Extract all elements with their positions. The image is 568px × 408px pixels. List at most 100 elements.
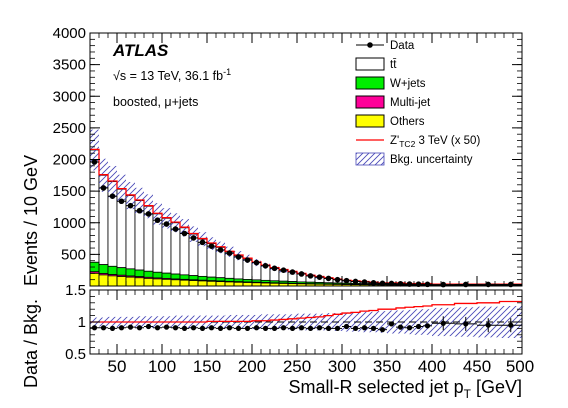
stack-bar [143,270,154,278]
energy-label: √s = 13 TeV, 36.1 fb-1 [113,67,231,83]
data-point [334,276,341,283]
ratio-point [118,325,125,331]
data-point [181,230,188,237]
ratio-point [91,325,98,331]
data-point [154,217,161,224]
legend-signal-name: Z' [390,135,399,147]
ratio-point [271,325,278,331]
ratio-point [154,325,161,331]
stack-bar [215,277,226,282]
ratio-point [262,325,269,331]
legend-entry-data: Data [356,40,415,52]
legend-entry-unc: Bkg. uncertainty [355,152,473,166]
ratio-point [406,325,413,331]
ratio-uncertainty-bin [414,309,423,335]
main-y-tick-label: 1500 [53,183,86,200]
ratio-uncertainty-bin [369,311,378,333]
data-point [235,254,242,260]
ratio-uncertainty-bin [360,311,369,333]
data-point [253,259,260,266]
stack-bar [233,281,244,286]
ratio-point [415,323,422,330]
stack-bar [143,278,154,286]
ratio-point [463,321,469,327]
ratio-point [199,325,206,331]
ratio-y-ticks: 1.5 1 0.5 [65,282,522,363]
legend-swatch [355,95,385,109]
ratio-signal-line [90,300,522,323]
data-point [163,221,170,227]
data-point [289,269,296,275]
legend-swatch [355,76,385,90]
data-point [379,280,386,287]
main-y-tick-label: 2500 [53,120,86,137]
ratio-x-tick-label: 200 [238,357,266,376]
legend-signal-rest: 3 TeV (x 50) [415,135,480,147]
stack-bar [215,281,226,286]
legend-label: Data [390,40,415,52]
stack-bar [197,275,208,281]
stack-bar [179,279,190,286]
data-point [172,226,179,232]
atlas-label: ATLAS [112,41,169,60]
data-point [100,185,107,191]
ratio-point [280,325,287,331]
ratio-point [190,325,197,331]
data-point [343,277,350,284]
ratio-point [298,325,305,331]
stack-bar [107,265,118,275]
data-point [208,243,215,249]
data-point [136,207,143,214]
ratio-point [508,322,514,328]
stack-bar [206,276,217,282]
ratio-point [343,323,350,330]
data-point [325,275,332,282]
main-y-tick-label: 4000 [53,25,86,42]
ratio-x-tick-label: 350 [373,357,401,376]
data-point [361,279,368,285]
data-point [280,267,287,273]
data-point [370,280,377,286]
legend-unc-swatch [355,152,385,166]
stack-bar [206,280,217,286]
stack-bar [125,268,136,277]
ratio-point [397,324,404,330]
main-y-tick-label: 3500 [53,57,86,74]
legend: Data tt̄ W+jets Multi-jet Others Z'TC2 3 TeV … [355,40,480,166]
energy-label-main: √s = 13 TeV, 36.1 fb [113,69,223,83]
ratio-point [208,325,215,331]
legend-label: Others [390,116,425,128]
legend-entry-ttbar: tt̄ [355,57,397,71]
legend-label: Multi-jet [390,97,431,109]
ratio-point [388,321,395,327]
stack-bar [188,275,199,281]
main-y-tick-label: 2000 [53,152,86,169]
data-point [298,271,305,277]
stack-bar [224,277,235,282]
ratio-panel: 1.5 1 0.5 50 100 150 200 250 300 350 400 450 500 [65,282,534,376]
ratio-point [136,325,143,331]
data-point [271,265,278,272]
stack-bar [170,273,181,280]
data-point [352,278,359,285]
legend-label: Z'TC2 3 TeV (x 50) [390,135,480,149]
ratio-x-tick-label: 100 [148,357,176,376]
stack-bar [134,277,145,286]
legend-entry-others: Others [355,114,425,128]
stack-bar [98,274,109,286]
stack-bar [152,271,163,279]
legend-label: W+jets [390,78,426,90]
main-y-axis-label: Events / 10 GeV [21,155,41,286]
ratio-x-tick-label: 400 [418,357,446,376]
stack-bar [125,276,136,286]
ratio-x-tick-label: 150 [193,357,221,376]
stack-bar [152,278,163,286]
data-point [397,280,404,287]
legend-entry-multijet: Multi-jet [355,95,431,109]
ratio-point [485,322,491,328]
data-point [388,280,395,287]
stack-bar [179,274,190,280]
stack-bar [197,280,208,286]
ratio-x-tick-label: 450 [463,357,491,376]
stack-bar [116,276,127,286]
